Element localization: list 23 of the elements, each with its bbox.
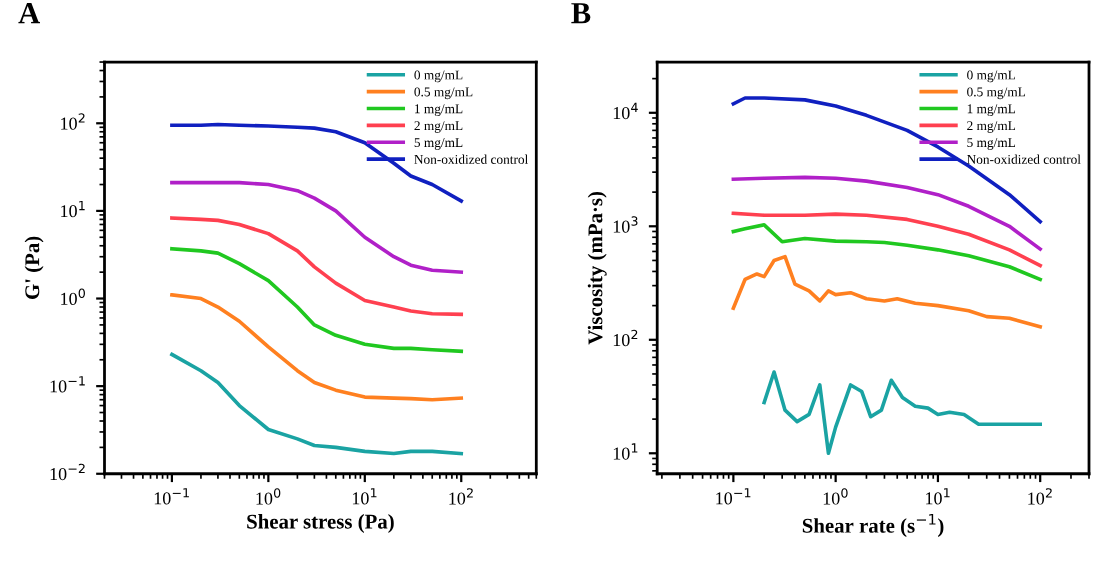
chart-title: A	[18, 2, 40, 24]
y-tick-label: 10$^{4}$	[613, 102, 638, 120]
y-tick-label: 10$^{3}$	[613, 216, 638, 233]
x-tick-label: 10$^{−1}$	[154, 488, 189, 505]
y-axis-title: G' (Pa)	[24, 236, 44, 299]
y-tick-label: 10$^{2}$	[61, 113, 85, 130]
x-tick-label: 10$^{0}$	[256, 488, 281, 505]
y-axis-title: Viscosity (mPa·s)	[587, 191, 607, 345]
x-axis-title: Shear stress (Pa)	[247, 513, 394, 533]
y-tick-label: 10$^{−1}$	[50, 376, 85, 393]
x-tick-label: 10$^{2}$	[1028, 488, 1052, 505]
x-axis-title: Shear rate (s$^{−1}$)	[802, 513, 944, 538]
y-tick-label: 10$^{2}$	[613, 329, 638, 347]
y-tick-label: 10$^{1}$	[61, 200, 85, 218]
x-tick-label: 10$^{2}$	[449, 488, 473, 505]
x-tick-label: 10$^{−1}$	[716, 488, 751, 505]
x-tick-label: 10$^{1}$	[926, 488, 950, 505]
x-tick-label: 10$^{0}$	[823, 488, 848, 505]
y-tick-label: 10$^{1}$	[613, 443, 638, 460]
x-tick-label: 10$^{1}$	[352, 488, 377, 505]
chart-title: B	[571, 3, 591, 24]
y-tick-label: 10$^{0}$	[61, 288, 85, 305]
y-tick-label: 10$^{−2}$	[50, 463, 85, 481]
